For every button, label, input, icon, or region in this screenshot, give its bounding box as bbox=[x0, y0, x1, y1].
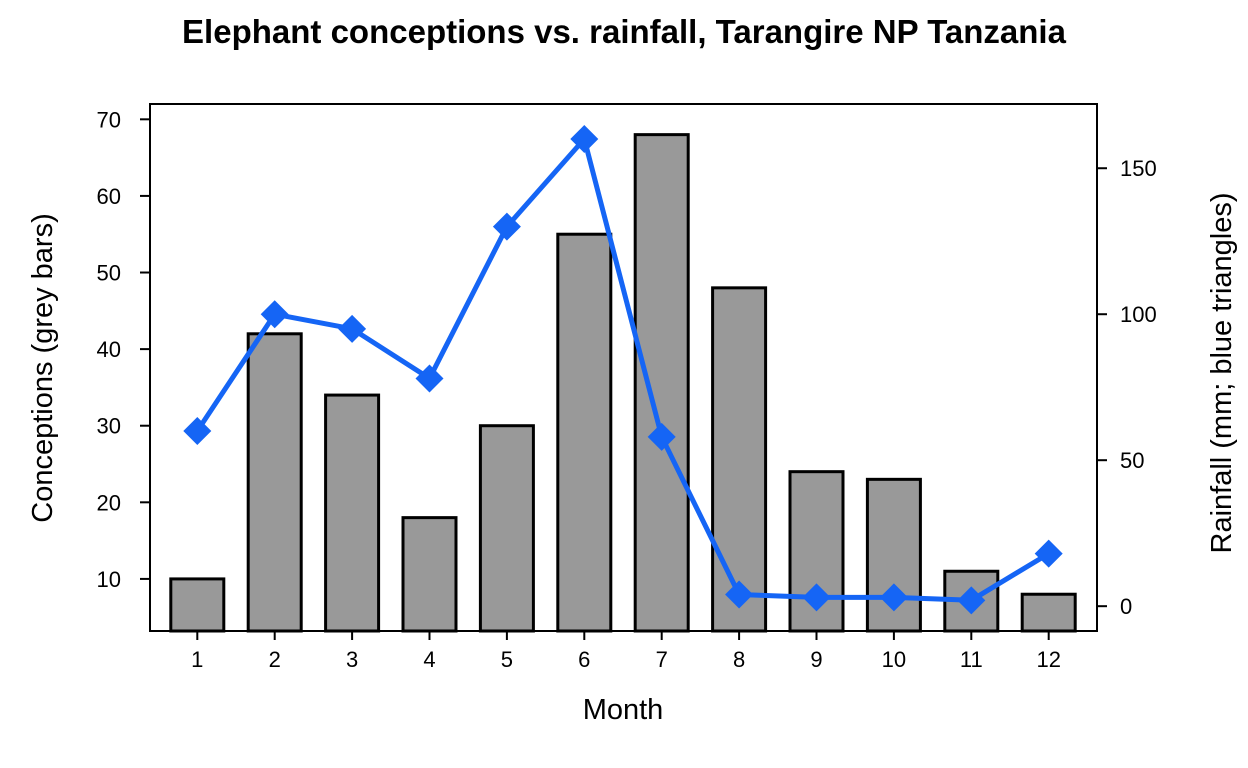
rainfall-marker-9 bbox=[802, 583, 831, 612]
x-tick-label: 4 bbox=[423, 647, 435, 672]
y-tick-label: 10 bbox=[97, 567, 121, 592]
conception-bar-6 bbox=[556, 232, 613, 633]
y-tick-label: 20 bbox=[97, 490, 121, 515]
y2-tick-label: 150 bbox=[1120, 156, 1157, 181]
x-axis-label: Month bbox=[583, 694, 664, 726]
conception-bar-5 bbox=[478, 424, 535, 633]
conception-bar-3 bbox=[324, 393, 381, 633]
y2-tick-label: 50 bbox=[1120, 448, 1144, 473]
rainfall-marker-6 bbox=[570, 125, 599, 154]
plot-area-frame bbox=[149, 103, 1098, 632]
chart-title: Elephant conceptions vs. rainfall, Taran… bbox=[182, 13, 1067, 50]
rainfall-marker-3 bbox=[338, 314, 367, 343]
conception-bar-4 bbox=[401, 516, 458, 633]
y-tick-label: 30 bbox=[97, 414, 121, 439]
conception-bar-1 bbox=[169, 577, 226, 633]
x-tick-label: 10 bbox=[882, 647, 906, 672]
x-tick-label: 5 bbox=[501, 647, 513, 672]
rainfall-marker-10 bbox=[879, 583, 908, 612]
x-tick-label: 8 bbox=[733, 647, 745, 672]
conception-bar-2 bbox=[246, 332, 303, 633]
rainfall-marker-1 bbox=[183, 417, 212, 446]
rainfall-line-layer bbox=[183, 125, 1063, 615]
y2-axis-label: Rainfall (mm; blue triangles) bbox=[1206, 192, 1238, 553]
x-tick-label: 2 bbox=[269, 647, 281, 672]
x-tick-label: 12 bbox=[1036, 647, 1060, 672]
rainfall-marker-12 bbox=[1034, 539, 1063, 568]
y-tick-label: 70 bbox=[97, 107, 121, 132]
x-tick-label: 9 bbox=[810, 647, 822, 672]
rainfall-marker-8 bbox=[725, 580, 754, 609]
x-tick-label: 11 bbox=[960, 647, 983, 672]
rainfall-marker-7 bbox=[647, 422, 676, 451]
rainfall-marker-2 bbox=[260, 300, 289, 329]
y-axis-label: Conceptions (grey bars) bbox=[27, 213, 59, 522]
y-tick-label: 60 bbox=[97, 184, 121, 209]
x-tick-label: 3 bbox=[346, 647, 358, 672]
rainfall-marker-11 bbox=[957, 586, 986, 615]
rainfall-marker-5 bbox=[492, 212, 521, 241]
conception-bar-8 bbox=[711, 286, 768, 633]
x-tick-label: 6 bbox=[578, 647, 590, 672]
y2-tick-label: 0 bbox=[1120, 594, 1132, 619]
x-tick-label: 7 bbox=[656, 647, 668, 672]
bars-layer bbox=[169, 133, 1077, 633]
conception-bar-12 bbox=[1020, 592, 1077, 633]
conception-bar-7 bbox=[633, 133, 690, 633]
y-tick-label: 40 bbox=[97, 337, 121, 362]
y-tick-label: 50 bbox=[97, 261, 121, 286]
x-tick-label: 1 bbox=[191, 647, 203, 672]
y2-tick-label: 100 bbox=[1120, 302, 1157, 327]
rainfall-marker-4 bbox=[415, 364, 444, 393]
